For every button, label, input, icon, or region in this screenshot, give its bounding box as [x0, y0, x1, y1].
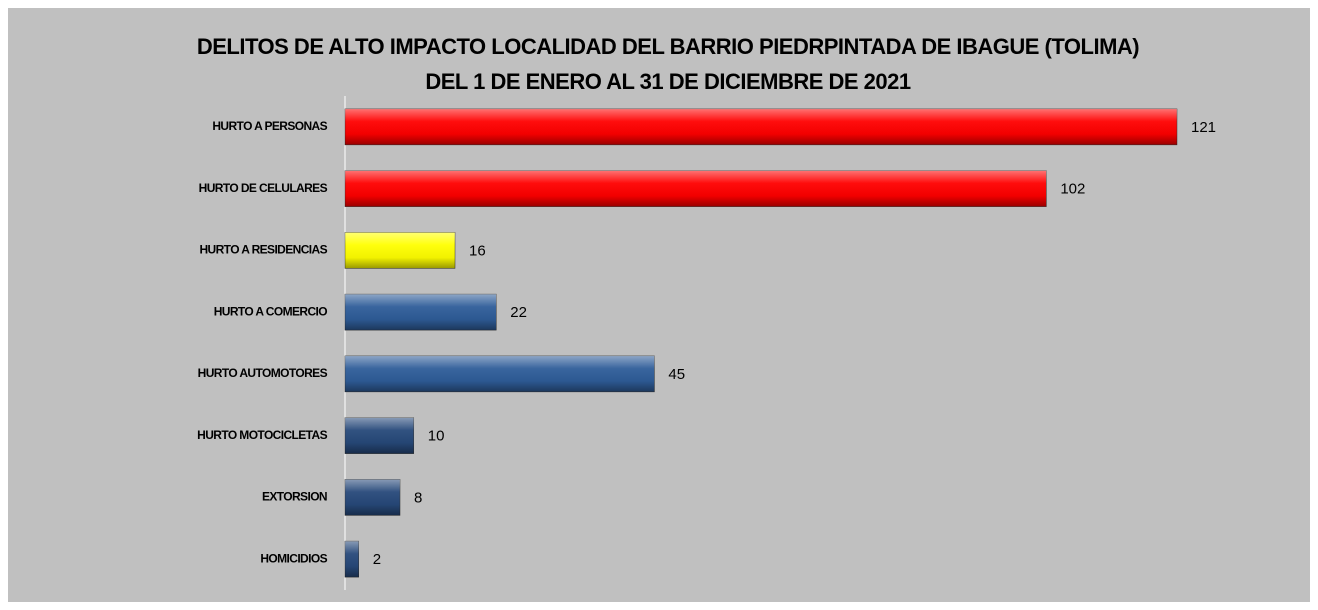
- value-label: 121: [1191, 119, 1216, 136]
- bar: [344, 170, 1047, 207]
- category-label: HURTO A RESIDENCIAS: [199, 243, 327, 257]
- bar: [344, 108, 1178, 146]
- category-label: HURTO AUTOMOTORES: [198, 366, 328, 380]
- chart-background: [8, 8, 1310, 602]
- bar: [344, 479, 401, 516]
- value-label: 22: [510, 304, 527, 321]
- value-label: 102: [1060, 181, 1085, 198]
- value-label: 45: [668, 366, 685, 383]
- value-label: 2: [373, 551, 381, 568]
- category-label: EXTORSION: [262, 490, 327, 504]
- chart-title: DELITOS DE ALTO IMPACTO LOCALIDAD DEL BA…: [197, 34, 1139, 59]
- value-label: 10: [428, 428, 445, 445]
- chart-subtitle: DEL 1 DE ENERO AL 31 DE DICIEMBRE DE 202…: [425, 69, 911, 94]
- bar: [344, 293, 497, 331]
- category-label: HOMICIDIOS: [260, 551, 327, 565]
- bar: [344, 540, 360, 578]
- category-label: HURTO A COMERCIO: [214, 304, 328, 318]
- value-label: 16: [469, 242, 486, 259]
- bar: [344, 355, 655, 393]
- bar: [344, 232, 456, 269]
- value-label: 8: [414, 489, 422, 506]
- category-label: HURTO MOTOCICLETAS: [197, 428, 327, 442]
- bar: [344, 417, 415, 454]
- category-label: HURTO DE CELULARES: [199, 181, 328, 195]
- category-label: HURTO A PERSONAS: [212, 119, 327, 133]
